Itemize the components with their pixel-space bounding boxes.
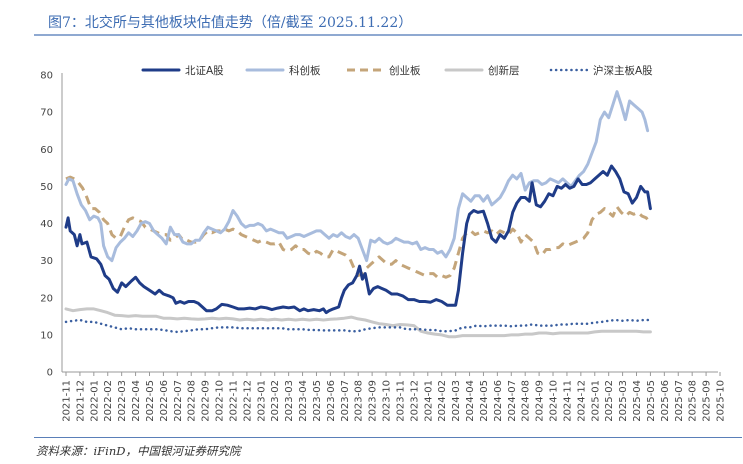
y-tick-label: 20 bbox=[40, 293, 53, 304]
legend-label-4: 沪深主板A股 bbox=[593, 64, 653, 77]
x-tick-label: 2024-10 bbox=[549, 380, 560, 422]
x-tick-label: 2022-12 bbox=[242, 380, 253, 422]
x-tick-label: 2022-02 bbox=[103, 380, 114, 422]
x-tick-label: 2025-07 bbox=[674, 380, 685, 422]
x-tick-label: 2022-11 bbox=[228, 380, 239, 422]
x-tick-label: 2022-01 bbox=[89, 380, 100, 422]
x-tick-label: 2021-11 bbox=[62, 380, 73, 422]
source-divider bbox=[34, 437, 742, 438]
x-tick-label: 2023-05 bbox=[312, 380, 323, 422]
x-tick-label: 2025-08 bbox=[688, 380, 699, 422]
y-tick-label: 80 bbox=[40, 71, 53, 82]
x-tick-label: 2023-01 bbox=[256, 380, 267, 422]
x-tick-label: 2024-04 bbox=[465, 380, 476, 422]
x-tick-label: 2021-12 bbox=[75, 380, 86, 422]
x-tick-label: 2025-10 bbox=[716, 380, 727, 422]
x-tick-label: 2022-04 bbox=[131, 380, 142, 422]
x-tick-label: 2023-06 bbox=[326, 380, 337, 422]
series-line-1 bbox=[64, 90, 650, 263]
x-tick-label: 2025-02 bbox=[604, 380, 615, 422]
x-tick-label: 2023-09 bbox=[368, 380, 379, 422]
x-tick-label: 2024-09 bbox=[535, 380, 546, 422]
y-tick-label: 0 bbox=[47, 368, 53, 379]
series-line-2 bbox=[65, 175, 652, 279]
x-tick-label: 2024-05 bbox=[479, 380, 490, 422]
x-tick-label: 2022-05 bbox=[145, 380, 156, 422]
legend-label-1: 科创板 bbox=[289, 64, 321, 77]
x-tick-label: 2022-09 bbox=[201, 380, 212, 422]
x-tick-label: 2025-01 bbox=[590, 380, 601, 422]
y-tick-label: 40 bbox=[40, 219, 53, 230]
x-tick-label: 2025-04 bbox=[632, 380, 643, 422]
y-tick-label: 50 bbox=[40, 182, 53, 193]
x-tick-label: 2025-06 bbox=[660, 380, 671, 422]
x-tick-label: 2023-07 bbox=[340, 380, 351, 422]
legend-label-3: 创新层 bbox=[488, 64, 520, 77]
x-tick-label: 2024-07 bbox=[507, 380, 518, 422]
x-tick-label: 2022-06 bbox=[159, 380, 170, 422]
x-tick-label: 2025-05 bbox=[646, 380, 657, 422]
x-tick-label: 2024-03 bbox=[451, 380, 462, 422]
y-tick-label: 60 bbox=[40, 145, 53, 156]
x-tick-label: 2023-08 bbox=[354, 380, 365, 422]
series-line-0 bbox=[64, 164, 652, 315]
series-line-4 bbox=[64, 318, 652, 334]
x-tick-label: 2023-03 bbox=[284, 380, 295, 422]
y-tick-label: 10 bbox=[40, 330, 53, 341]
x-tick-label: 2023-11 bbox=[395, 380, 406, 422]
x-tick-label: 2024-12 bbox=[576, 380, 587, 422]
legend-label-2: 创业板 bbox=[389, 64, 421, 77]
x-tick-label: 2022-10 bbox=[215, 380, 226, 422]
y-tick-label: 70 bbox=[40, 108, 53, 119]
x-tick-label: 2022-03 bbox=[117, 380, 128, 422]
x-tick-label: 2022-08 bbox=[187, 380, 198, 422]
x-tick-label: 2023-12 bbox=[409, 380, 420, 422]
x-tick-label: 2024-08 bbox=[521, 380, 532, 422]
x-tick-label: 2023-10 bbox=[382, 380, 393, 422]
x-tick-label: 2025-03 bbox=[618, 380, 629, 422]
series-line-3 bbox=[64, 307, 652, 339]
x-tick-label: 2023-04 bbox=[298, 380, 309, 422]
source-note: 资料来源：iFinD，中国银河证券研究院 bbox=[36, 444, 241, 458]
title-divider bbox=[34, 34, 742, 36]
x-tick-label: 2024-11 bbox=[562, 380, 573, 422]
x-tick-label: 2024-01 bbox=[423, 380, 434, 422]
x-tick-label: 2025-09 bbox=[702, 380, 713, 422]
x-axis: 2021-11 2021-12 2022-01 2022-02 2022-03 2022-… bbox=[62, 371, 727, 422]
x-tick-label: 2024-02 bbox=[437, 380, 448, 422]
y-tick-label: 30 bbox=[40, 256, 53, 267]
valuation-line-chart: 北证A股 科创板 创业板 创新层 沪深主板A股 0 10 20 30 40 50 60 70 80 20… bbox=[40, 64, 727, 422]
y-axis: 0 10 20 30 40 50 60 70 80 bbox=[40, 71, 63, 379]
x-tick-label: 2023-02 bbox=[270, 380, 281, 422]
figure-title: 图7：北交所与其他板块估值走势（倍/截至 2025.11.22） bbox=[48, 15, 413, 31]
chart-legend: 北证A股 科创板 创业板 创新层 沪深主板A股 bbox=[141, 64, 653, 77]
x-tick-label: 2024-06 bbox=[493, 380, 504, 422]
series-layer bbox=[64, 90, 652, 339]
x-tick-label: 2022-07 bbox=[173, 380, 184, 422]
legend-label-0: 北证A股 bbox=[185, 65, 224, 77]
